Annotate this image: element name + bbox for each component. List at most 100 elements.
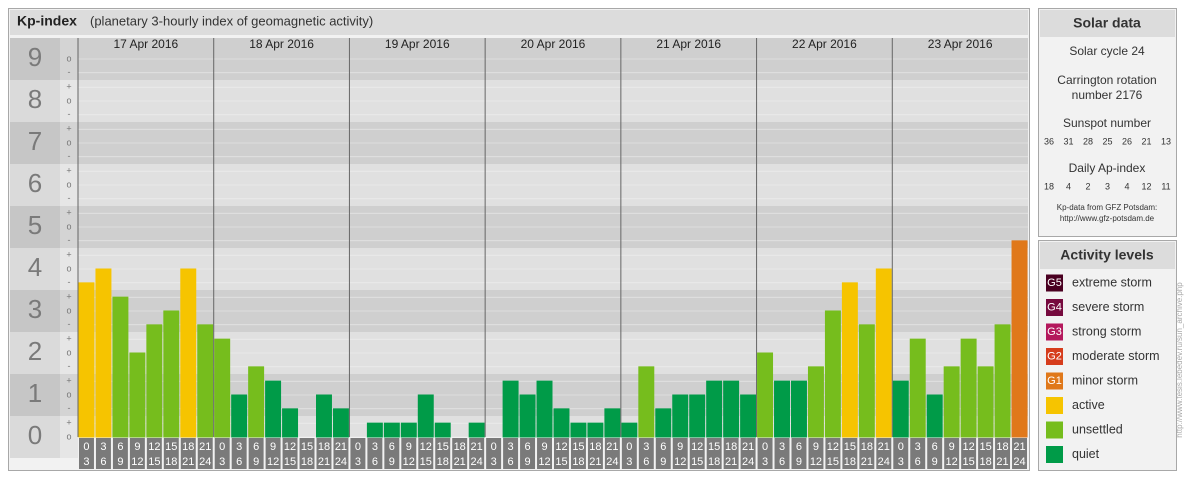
solar-title: Solar data (1073, 15, 1141, 31)
hour-label: 6 (915, 456, 921, 468)
hour-box (774, 438, 790, 469)
solar-number: 2 (1085, 181, 1090, 191)
hour-box (927, 438, 943, 469)
band-minor-bg (60, 206, 78, 248)
solar-number: 21 (1141, 136, 1151, 146)
hour-box (350, 438, 366, 469)
level-icon (1046, 421, 1063, 439)
hour-box (740, 438, 756, 469)
y-tick-label: 4 (28, 252, 42, 282)
hour-label: 12 (691, 441, 703, 453)
day-label: 19 Apr 2016 (385, 37, 450, 51)
level-icon (1046, 446, 1063, 463)
side-url: http://www.tesis.lebedev.ru/sun_archive.… (1175, 282, 1184, 438)
minor-tick-label: + (66, 82, 71, 92)
level-label: extreme storm (1072, 275, 1152, 289)
hour-label: 21 (471, 441, 483, 453)
hour-label: 15 (420, 456, 432, 468)
hour-label: 18 (165, 456, 177, 468)
level-label: strong storm (1072, 324, 1141, 338)
chart-subtitle: (planetary 3-hourly index of geomagnetic… (90, 13, 373, 28)
hour-label: 18 (589, 441, 601, 453)
y-tick-label: 7 (28, 126, 42, 156)
hour-label: 3 (898, 456, 904, 468)
hour-label: 12 (555, 441, 567, 453)
hour-label: 15 (437, 441, 449, 453)
minor-tick-label: + (66, 334, 71, 344)
minor-tick-label: - (68, 109, 71, 119)
bar (757, 352, 774, 438)
level-icon (1046, 348, 1063, 365)
band-label-bg (10, 374, 60, 416)
y-tick-label: 9 (28, 42, 42, 72)
hour-label: 6 (236, 456, 242, 468)
minor-tick-label: o (66, 137, 71, 147)
hour-box (146, 438, 162, 469)
day-label: 23 Apr 2016 (928, 37, 993, 51)
hour-label: 21 (182, 456, 194, 468)
bar (265, 380, 282, 438)
minor-tick-label: o (66, 389, 71, 399)
hour-box (723, 438, 739, 469)
bar (146, 324, 163, 438)
solar-header (1040, 10, 1175, 37)
minor-tick-label: - (68, 151, 71, 161)
band-minor-bg (60, 332, 78, 374)
minor-tick-label: - (68, 403, 71, 413)
band (78, 416, 1028, 437)
bar (383, 422, 400, 438)
band-minor-bg (60, 164, 78, 206)
hour-box (570, 438, 586, 469)
solar-cycle: Solar cycle 24 (1069, 44, 1145, 58)
hour-box (95, 438, 111, 469)
band-minor-bg (60, 122, 78, 164)
minor-tick-label: + (66, 124, 71, 134)
band-label-bg (10, 248, 60, 290)
bar (1011, 240, 1028, 438)
hour-label: 6 (779, 456, 785, 468)
bar (960, 338, 977, 438)
levels-header (1040, 242, 1175, 269)
bar (400, 422, 417, 438)
hour-label: 21 (335, 441, 347, 453)
solar-number: 11 (1161, 181, 1170, 191)
hour-box (910, 438, 926, 469)
hour-box (757, 438, 773, 469)
day-label: 17 Apr 2016 (113, 37, 178, 51)
hour-label: 3 (779, 441, 785, 453)
hour-label: 0 (219, 441, 225, 453)
band-label-bg (10, 290, 60, 332)
bar (943, 366, 960, 438)
hour-label: 15 (301, 441, 313, 453)
day-label: 21 Apr 2016 (656, 37, 721, 51)
hour-label: 21 (996, 456, 1008, 468)
hour-label: 21 (1013, 441, 1025, 453)
solar-number: 36 (1044, 136, 1054, 146)
minor-tick-label: o (66, 305, 71, 315)
level-icon (1046, 323, 1063, 341)
solar-number: 28 (1083, 136, 1093, 146)
minor-tick-label: o (66, 53, 71, 63)
hour-label: 9 (932, 456, 938, 468)
level-label: severe storm (1072, 300, 1144, 314)
chart-title: Kp-index (17, 13, 77, 29)
hour-label: 18 (861, 441, 873, 453)
bar (723, 380, 740, 438)
bar (553, 408, 570, 438)
bar (909, 338, 926, 438)
solar-number: 31 (1063, 136, 1073, 146)
minor-tick-label: o (66, 221, 71, 231)
hour-box (112, 438, 128, 469)
hour-label: 18 (454, 441, 466, 453)
hour-label: 0 (626, 441, 632, 453)
hour-label: 12 (131, 456, 143, 468)
hour-label: 21 (318, 456, 330, 468)
bar (672, 394, 689, 438)
hour-label: 21 (725, 456, 737, 468)
hour-label: 18 (318, 441, 330, 453)
bar (638, 366, 655, 438)
hour-label: 6 (508, 456, 514, 468)
hour-label: 3 (915, 441, 921, 453)
hour-box (520, 438, 536, 469)
level-icon (1046, 372, 1063, 390)
